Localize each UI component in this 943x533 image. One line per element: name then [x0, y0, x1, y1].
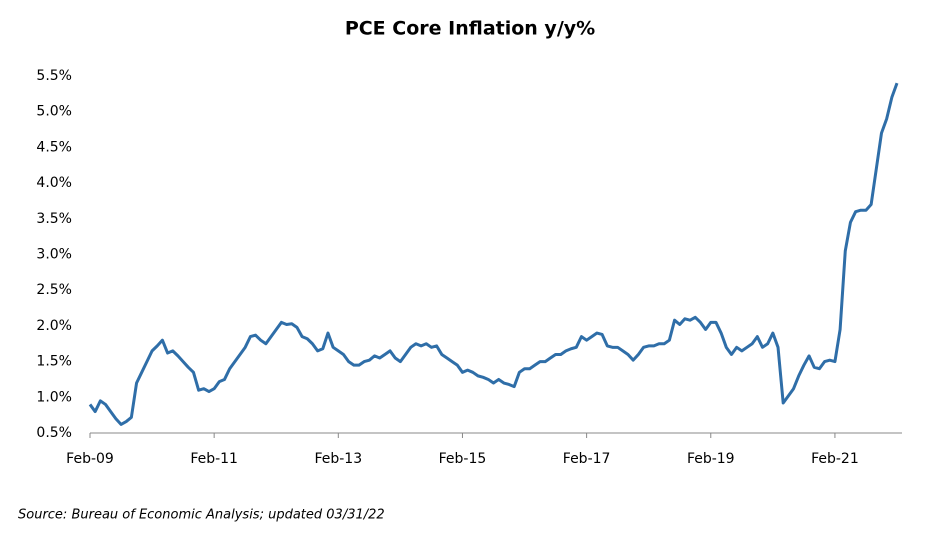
- y-tick-label: 2.5%: [36, 282, 72, 298]
- source-note: Source: Bureau of Economic Analysis; upd…: [18, 508, 385, 523]
- y-tick-label: 0.5%: [36, 425, 72, 441]
- x-tick-label: Feb-17: [563, 451, 611, 467]
- y-tick-label: 3.0%: [36, 247, 72, 263]
- y-tick-label: 1.0%: [36, 389, 72, 405]
- y-tick-label: 2.0%: [36, 318, 72, 334]
- y-tick-label: 5.5%: [36, 68, 72, 84]
- x-tick-label: Feb-09: [66, 451, 114, 467]
- data-line: [88, 82, 899, 426]
- y-tick-label: 3.5%: [36, 211, 72, 227]
- x-tick-label: Feb-15: [439, 451, 487, 467]
- y-tick-label: 4.5%: [36, 139, 72, 155]
- x-tick-label: Feb-11: [190, 451, 238, 467]
- x-tick-label: Feb-19: [687, 451, 735, 467]
- y-tick-label: 5.0%: [36, 104, 72, 120]
- chart-title: PCE Core Inflation y/y%: [345, 18, 595, 40]
- y-tick-label: 1.5%: [36, 354, 72, 370]
- y-tick-label: 4.0%: [36, 175, 72, 191]
- x-tick-label: Feb-21: [811, 451, 859, 467]
- x-tick-label: Feb-13: [314, 451, 362, 467]
